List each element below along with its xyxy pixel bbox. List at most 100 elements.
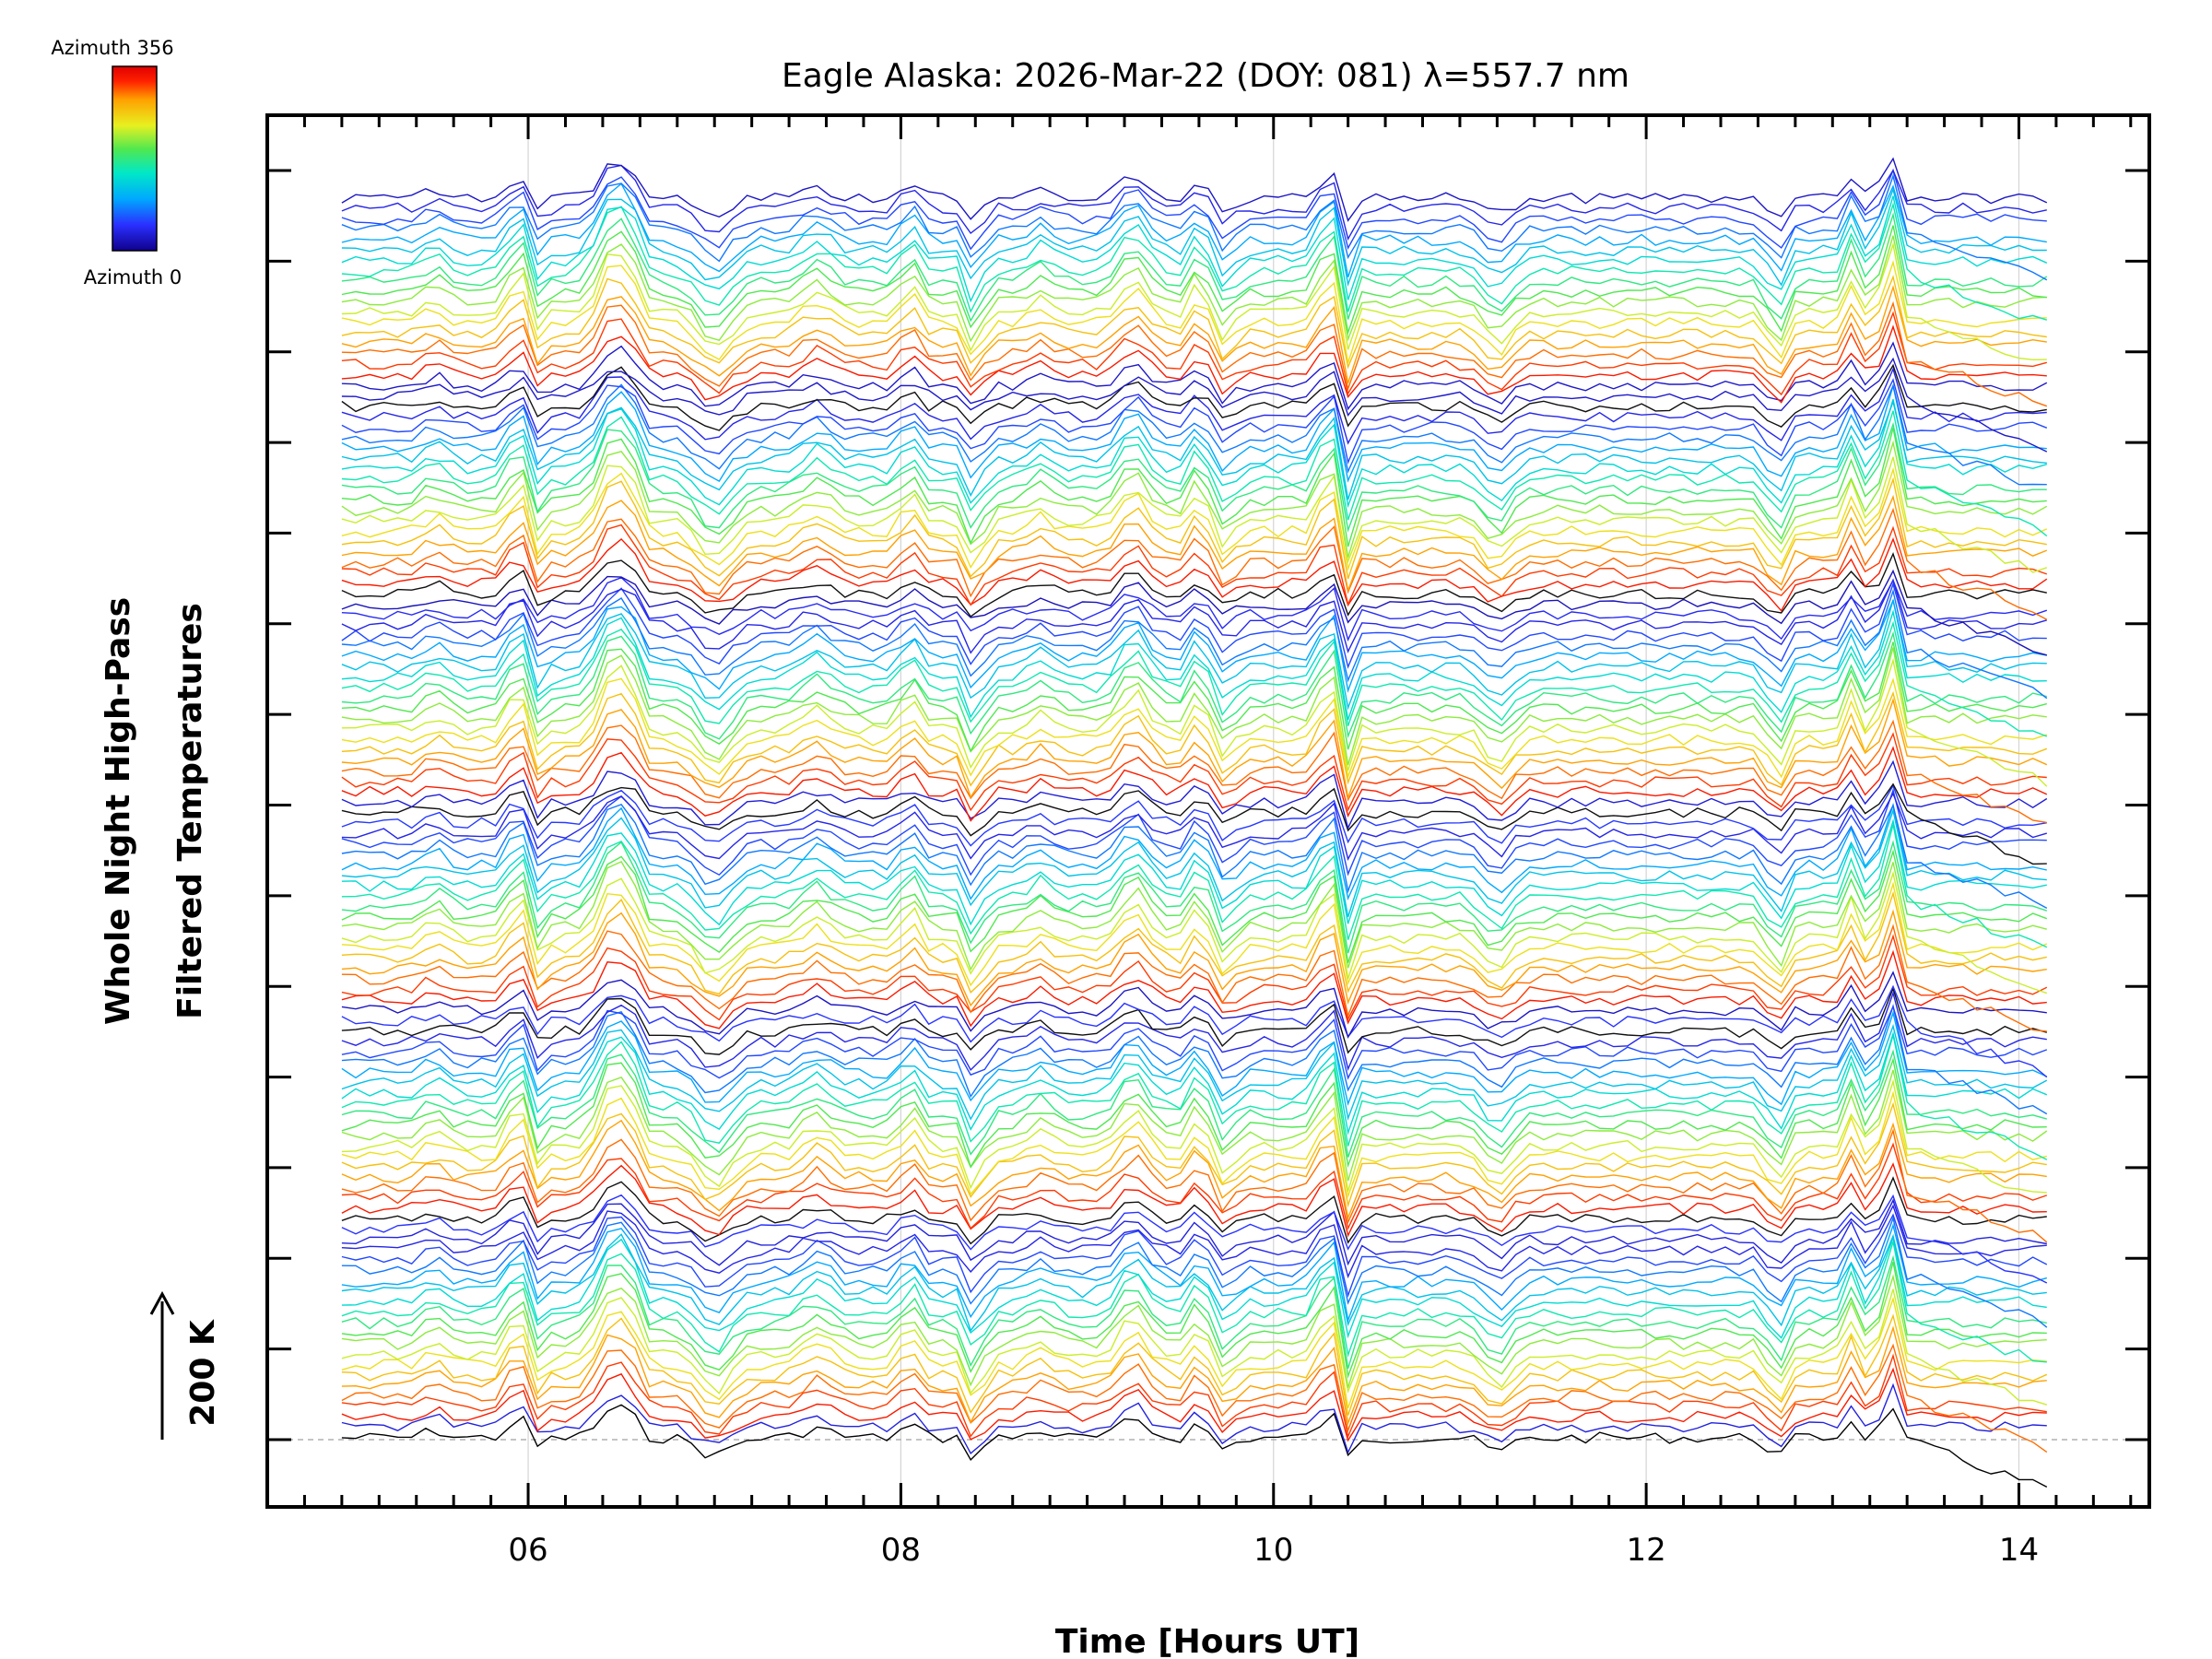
series-line-56 [341, 803, 2048, 910]
scale-bar-label: 200 K [184, 1319, 222, 1427]
series-line-104 [341, 300, 2048, 407]
series-line-61 [341, 759, 2048, 830]
series-line-59 [341, 783, 2047, 847]
series-line-3 [341, 1353, 2047, 1439]
series-line-49 [341, 860, 2047, 971]
series-line-26 [341, 1101, 2047, 1208]
series-line-85 [341, 494, 2048, 594]
series-line-55 [341, 802, 2047, 901]
series-line-48 [341, 870, 2048, 994]
series-line-52 [341, 824, 2048, 948]
series-line-95 [341, 385, 2047, 483]
series-line-32 [341, 1034, 2048, 1160]
series-line-98 [341, 367, 2047, 445]
series-line-23 [341, 1142, 2048, 1230]
series-line-71 [341, 630, 2047, 740]
series-line-19 [341, 1198, 2047, 1266]
series-line-119 [341, 157, 2048, 222]
series-line-27 [341, 1090, 2047, 1199]
series-line-40 [341, 984, 2048, 1078]
series-line-96 [341, 383, 2047, 486]
series-line-107 [341, 260, 2047, 363]
x-tick-label-06: 06 [508, 1532, 547, 1569]
series-line-44 [341, 924, 2047, 1032]
colorbar-bottom-label: Azimuth 0 [84, 266, 182, 288]
series-line-34 [341, 1023, 2048, 1122]
series-line-66 [341, 690, 2048, 787]
series-line-76 [341, 588, 2048, 700]
series-line-64 [341, 719, 2047, 824]
series-line-117 [341, 168, 2047, 251]
series-line-0 [341, 1404, 2048, 1488]
series-line-87 [341, 466, 2048, 571]
series-line-12 [341, 1241, 2047, 1363]
series-line-42 [341, 949, 2047, 1030]
series-line-8 [341, 1288, 2048, 1406]
series-line-58 [341, 792, 2047, 862]
series-line-92 [341, 410, 2048, 537]
series-line-84 [341, 507, 2048, 620]
series-line-36 [341, 1004, 2048, 1115]
series-line-99 [341, 363, 2047, 431]
y-axis-label-line1: Whole Night High-Pass [100, 597, 137, 1025]
series-line-118 [341, 164, 2047, 241]
series-line-53 [341, 818, 2047, 926]
series-line-4 [341, 1343, 2048, 1453]
series-line-17 [341, 1213, 2048, 1298]
series-line-28 [341, 1078, 2047, 1194]
series-line-101 [341, 341, 2048, 411]
series-line-79 [341, 576, 2048, 642]
series-line-37 [341, 1005, 2048, 1080]
series-line-6 [341, 1313, 2048, 1416]
series-line-7 [341, 1296, 2047, 1409]
series-line-115 [341, 182, 2047, 278]
series-line-65 [341, 698, 2048, 801]
series-line-43 [341, 934, 2048, 1021]
series-line-75 [341, 598, 2047, 693]
series-line-45 [341, 909, 2047, 1007]
series-line-14 [341, 1233, 2047, 1333]
series-line-109 [341, 235, 2047, 343]
series-line-38 [341, 991, 2047, 1072]
series-line-86 [341, 477, 2047, 580]
series-line-111 [341, 212, 2048, 323]
colorbar-top-label: Azimuth 356 [51, 37, 173, 59]
series-lines [341, 157, 2048, 1488]
series-line-9 [341, 1274, 2047, 1388]
series-line-74 [341, 600, 2047, 711]
series-line-51 [341, 840, 2048, 954]
axes: 06 08 10 12 14 [265, 113, 2151, 1569]
x-axis-label: Time [Hours UT] [1055, 1623, 1359, 1659]
series-line-106 [341, 275, 2047, 370]
series-line-50 [341, 849, 2048, 963]
series-line-108 [341, 241, 2047, 361]
series-line-89 [341, 440, 2048, 558]
series-line-110 [341, 225, 2047, 335]
x-tick-label-10: 10 [1253, 1532, 1293, 1569]
series-line-113 [341, 195, 2048, 303]
series-line-10 [341, 1262, 2047, 1379]
series-line-46 [341, 890, 2047, 995]
series-line-25 [341, 1119, 2047, 1220]
series-line-82 [341, 537, 2048, 612]
series-line-91 [341, 421, 2047, 533]
series-line-77 [341, 582, 2047, 669]
series-line-63 [341, 732, 2047, 812]
series-line-90 [341, 428, 2047, 547]
series-line-30 [341, 1057, 2047, 1169]
colorbar-gradient [112, 65, 158, 252]
series-line-33 [341, 1030, 2048, 1135]
x-tick-label-08: 08 [881, 1532, 921, 1569]
series-line-31 [341, 1049, 2047, 1158]
series-line-100 [341, 357, 2048, 453]
colorbar: Azimuth 356 Azimuth 0 [51, 37, 182, 288]
series-line-72 [341, 620, 2048, 737]
series-line-5 [341, 1325, 2047, 1426]
series-line-20 [341, 1194, 2048, 1284]
series-line-62 [341, 746, 2048, 822]
chart-title: Eagle Alaska: 2026-Mar-22 (DOY: 081) λ=5… [782, 57, 1630, 95]
series-line-22 [341, 1162, 2047, 1238]
y-axis-label-line2: Filtered Temperatures [171, 603, 209, 1019]
series-line-97 [341, 378, 2048, 465]
series-line-29 [341, 1069, 2048, 1182]
